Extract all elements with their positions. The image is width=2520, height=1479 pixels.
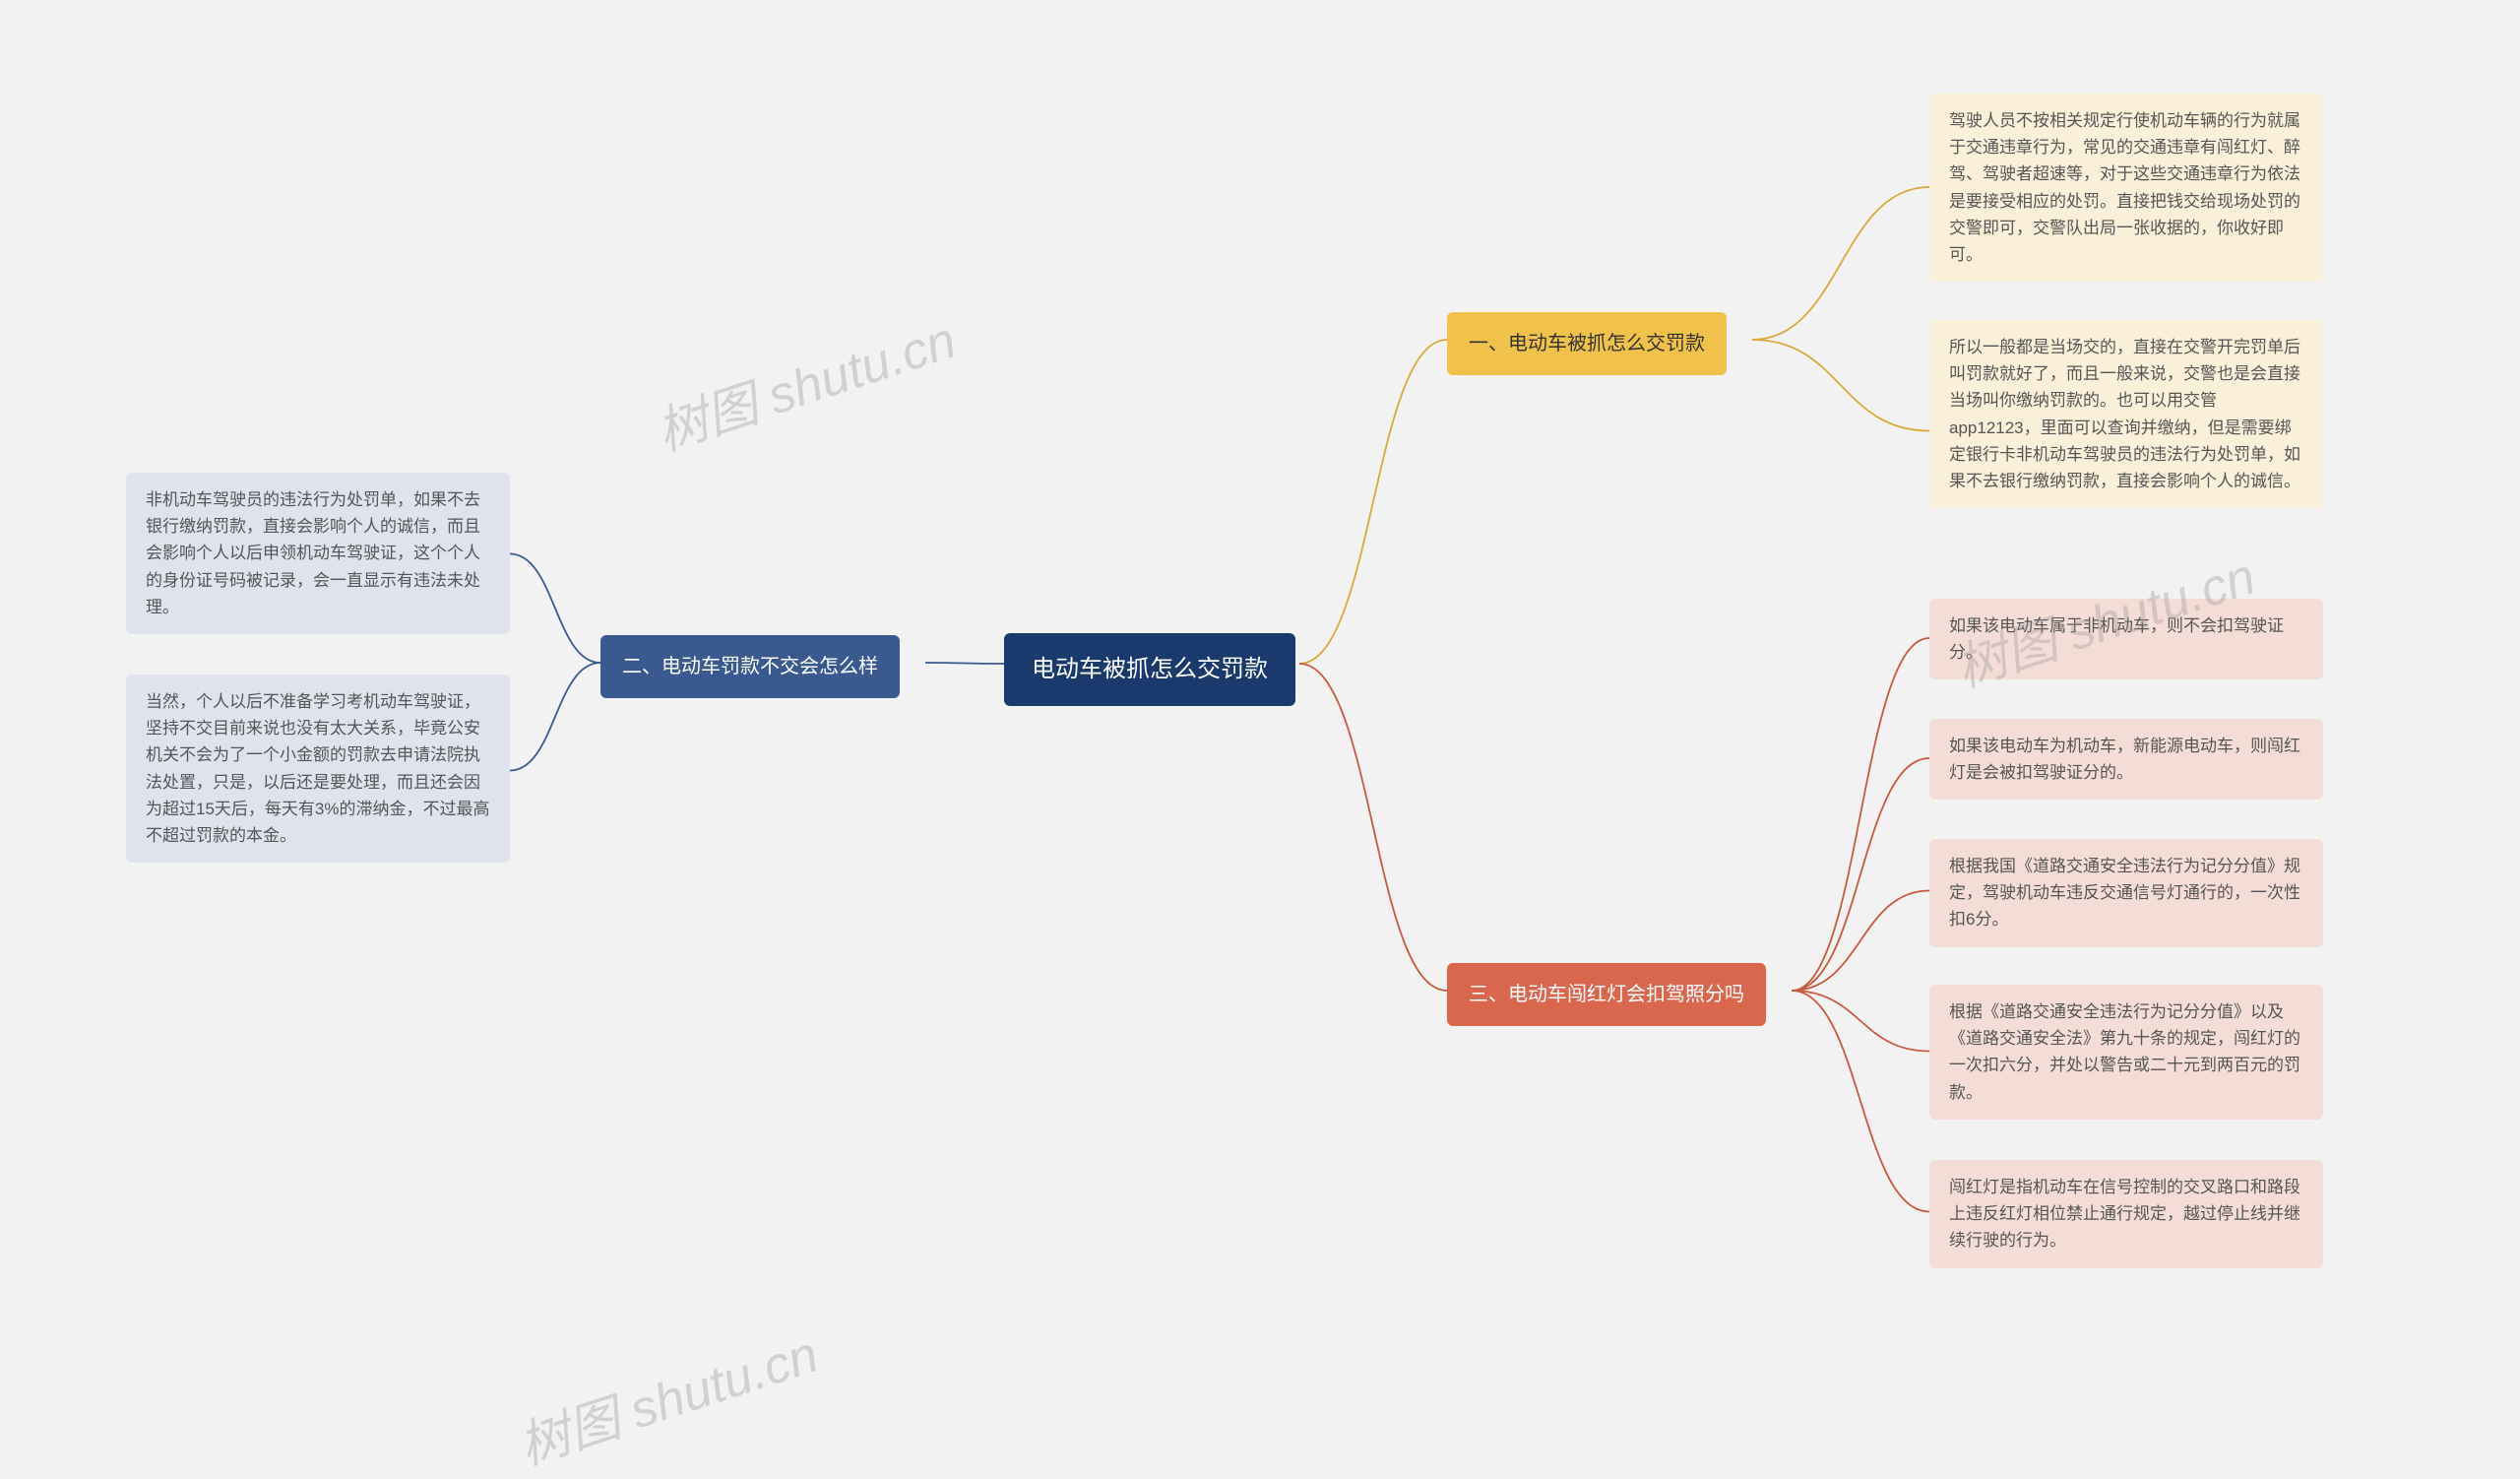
- branch-1-leaf-0: 驾驶人员不按相关规定行使机动车辆的行为就属于交通违章行为，常见的交通违章有闯红灯…: [1929, 94, 2323, 282]
- branch-2-leaf-0: 非机动车驾驶员的违法行为处罚单，如果不去银行缴纳罚款，直接会影响个人的诚信，而且…: [126, 473, 510, 634]
- center-node[interactable]: 电动车被抓怎么交罚款: [1004, 633, 1295, 706]
- watermark-0: 树图 shutu.cn: [646, 298, 964, 465]
- mindmap-container: 电动车被抓怎么交罚款 一、电动车被抓怎么交罚款 驾驶人员不按相关规定行使机动车辆的行…: [0, 0, 2520, 1394]
- watermark-2: 树图 shutu.cn: [508, 1313, 826, 1479]
- branch-1-leaf-1: 所以一般都是当场交的，直接在交警开完罚单后叫罚款就好了，而且一般来说，交警也是会…: [1929, 320, 2323, 508]
- branch-3-leaf-4: 闯红灯是指机动车在信号控制的交叉路口和路段上违反红灯相位禁止通行规定，越过停止线…: [1929, 1160, 2323, 1268]
- branch-3-leaf-0: 如果该电动车属于非机动车，则不会扣驾驶证分。: [1929, 599, 2323, 679]
- branch-2-leaf-1: 当然，个人以后不准备学习考机动车驾驶证，坚持不交目前来说也没有太大关系，毕竟公安…: [126, 675, 510, 863]
- branch-3-leaf-1: 如果该电动车为机动车，新能源电动车，则闯红灯是会被扣驾驶证分的。: [1929, 719, 2323, 800]
- branch-2-node[interactable]: 二、电动车罚款不交会怎么样: [600, 635, 900, 698]
- branch-1-node[interactable]: 一、电动车被抓怎么交罚款: [1447, 312, 1727, 375]
- branch-3-leaf-2: 根据我国《道路交通安全违法行为记分分值》规定，驾驶机动车违反交通信号灯通行的，一…: [1929, 839, 2323, 947]
- branch-3-leaf-3: 根据《道路交通安全违法行为记分分值》以及《道路交通安全法》第九十条的规定，闯红灯…: [1929, 985, 2323, 1120]
- branch-3-node[interactable]: 三、电动车闯红灯会扣驾照分吗: [1447, 963, 1766, 1026]
